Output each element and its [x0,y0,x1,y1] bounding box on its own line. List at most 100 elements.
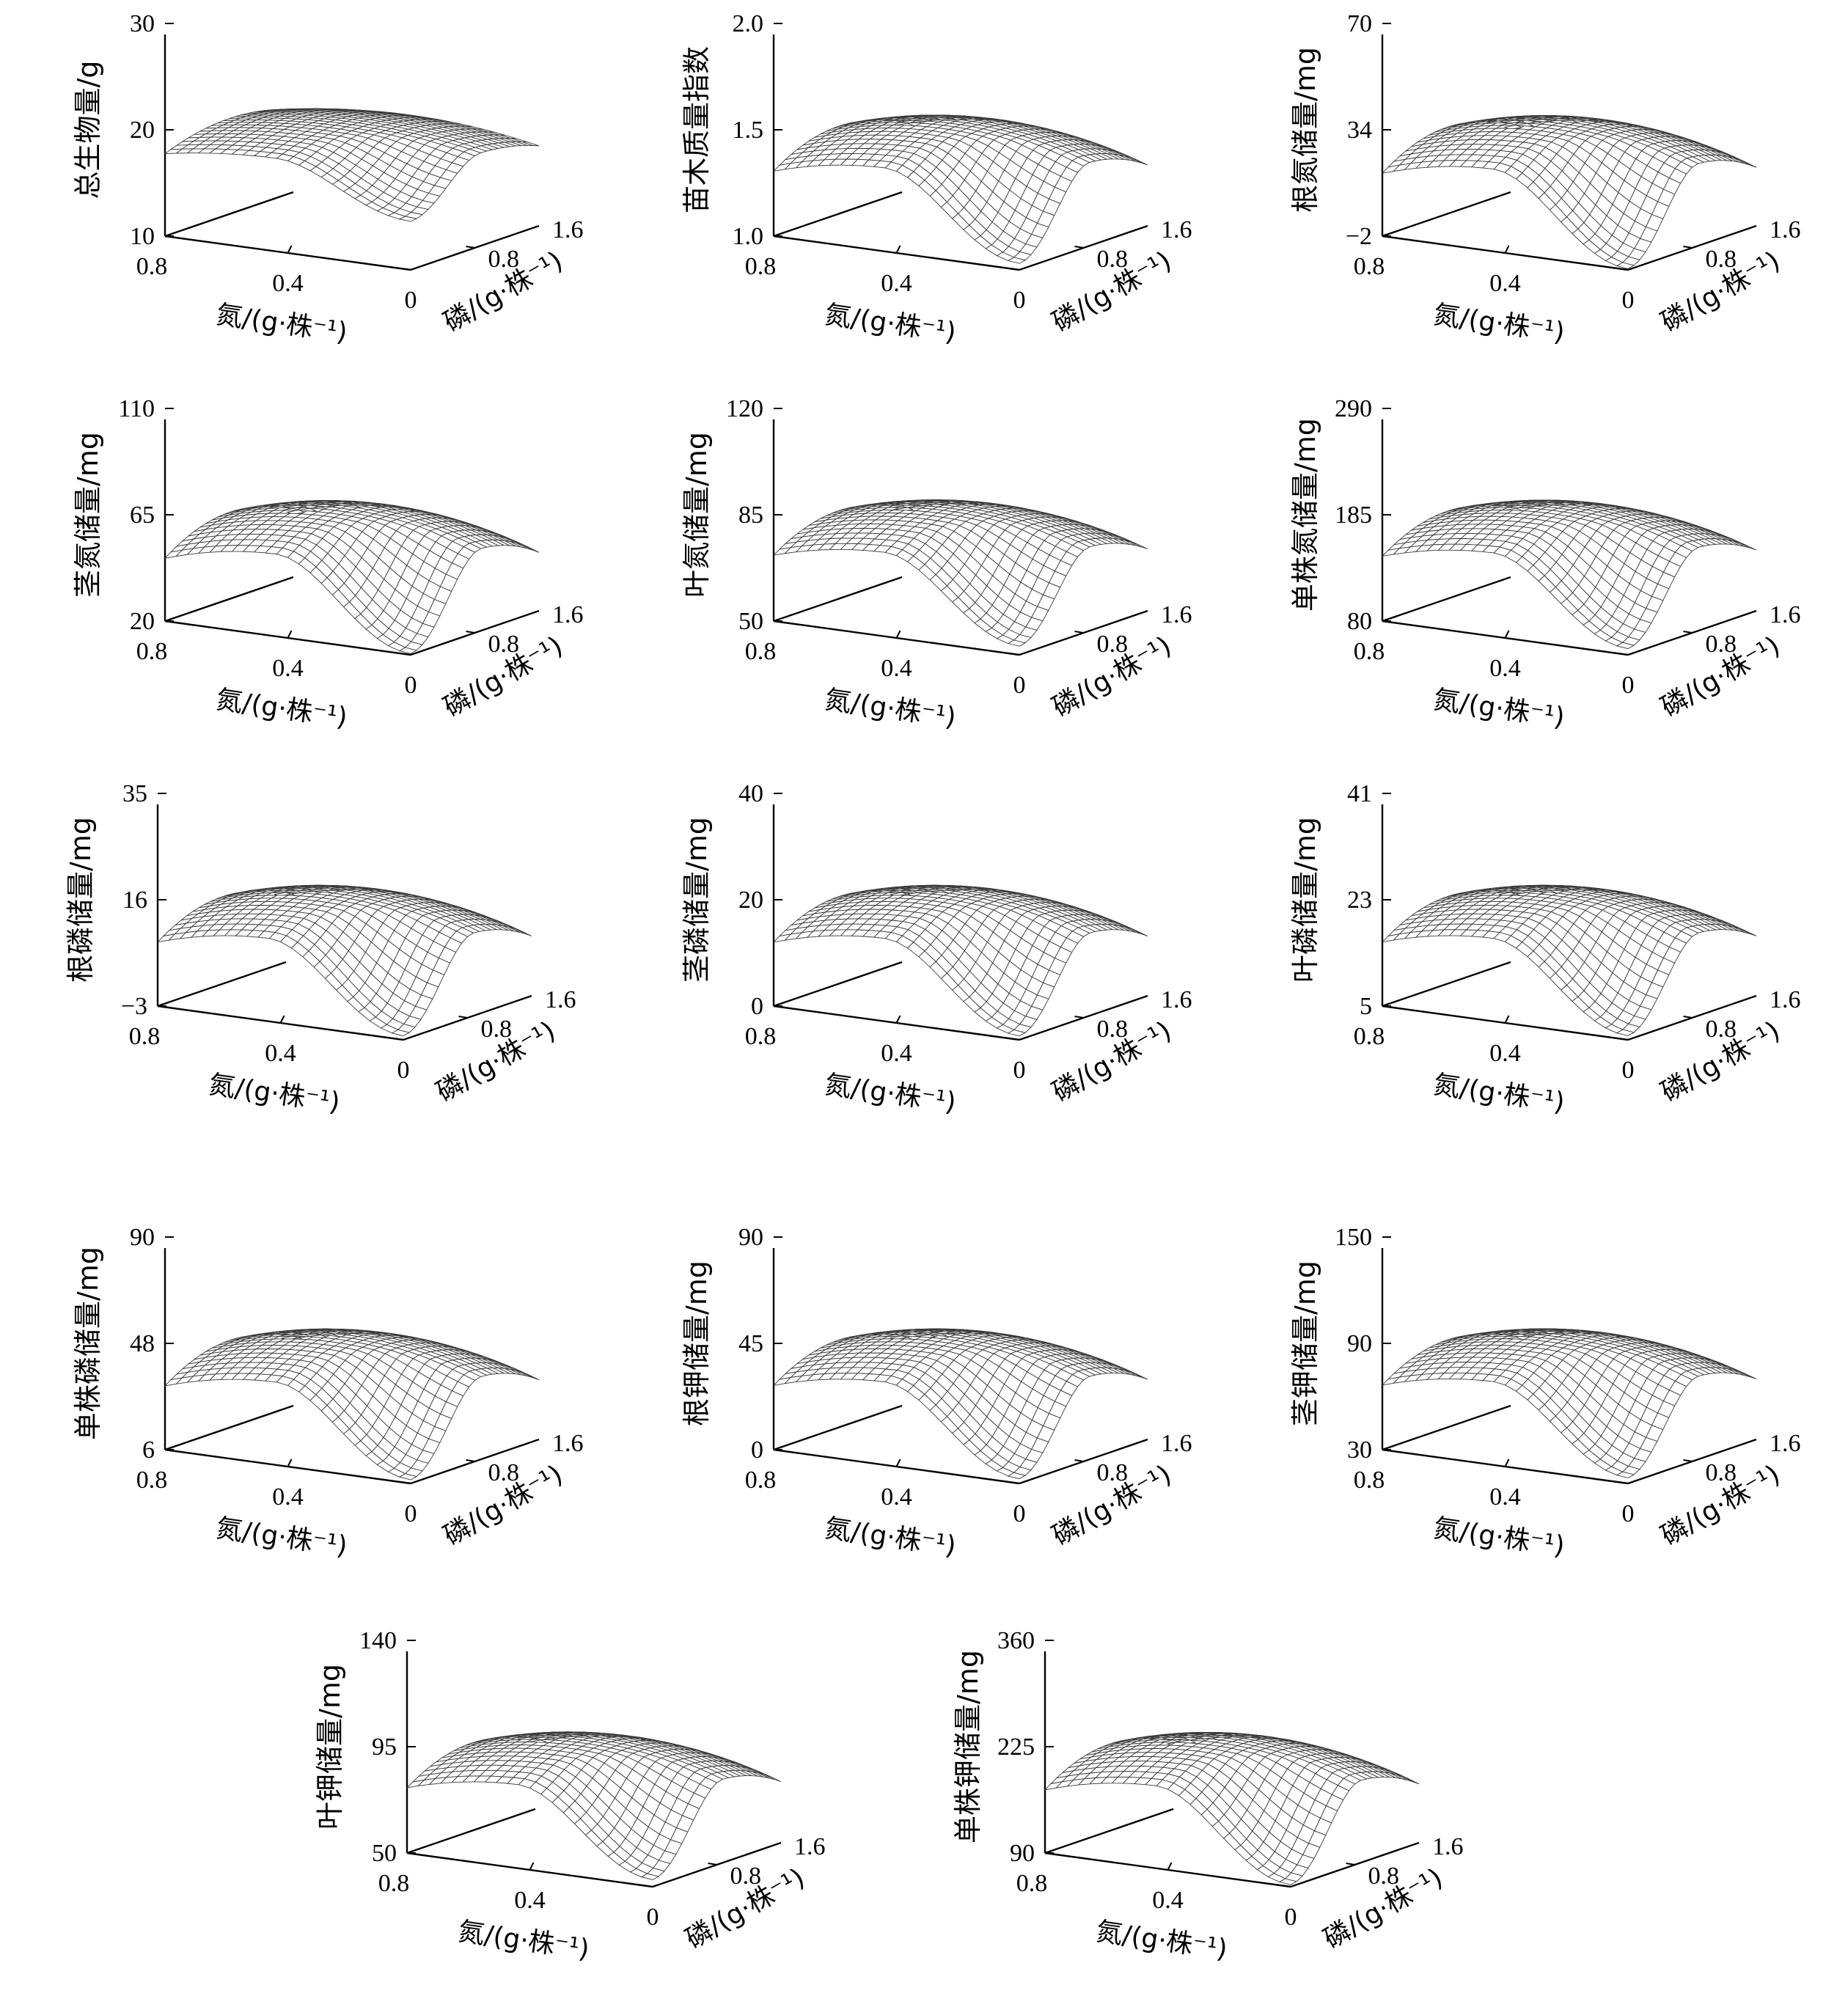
x-tick-mark [895,630,901,639]
surface-panel-6: 80 185 290 0.8 0.4 0 0.8 1.6 单株氮储量/mg 氮/(g·株⁻¹) 磷/… [1247,392,1819,759]
z-axis-label: 单株氮储量/mg [1289,418,1321,612]
y-tick-label: 1.6 [545,986,576,1013]
y-tick-mark [466,631,475,634]
back-floor-line [1382,191,1511,238]
x-tick-mark [287,245,293,254]
surface-panel-8: 0 20 40 0.8 0.4 0 0.8 1.6 茎磷储量/mg 氮/(g·株⁻¹) 磷/(g·株… [638,777,1210,1144]
x-tick-label: 0.4 [1489,270,1521,297]
surface-cell [1381,933,1401,943]
surface-panel-10: 6 48 90 0.8 0.4 0 0.8 1.6 单株磷储量/mg 氮/(g·株⁻¹) 磷/(g·… [29,1221,601,1588]
surface-mesh [1381,499,1757,650]
y-tick-label: 0.8 [1097,246,1129,273]
z-tick-label: 1.5 [733,117,764,144]
z-axis-label: 叶氮储量/mg [681,432,713,598]
x-tick-label: 0.8 [129,1023,161,1050]
surface-cell [1130,157,1148,166]
x-tick-label: 0.8 [136,1467,168,1494]
back-floor-line [1382,961,1511,1008]
x-tick-label: 0.8 [745,1023,777,1050]
surface-cell [1007,1030,1027,1037]
surface-cell [1381,548,1401,557]
back-floor-line [773,576,903,623]
surface-cell [521,1372,540,1381]
x-tick-label: 0 [1622,287,1635,314]
surface-panel-3: −2 34 70 0.8 0.4 0 0.8 1.6 根氮储量/mg 氮/(g·株⁻¹) 磷/(g·… [1247,7,1819,374]
x-tick-label: 0.8 [1354,253,1385,280]
y-tick-mark [458,1016,468,1019]
z-tick-label: 0 [751,993,763,1020]
z-tick-label: 35 [122,780,147,807]
x-axis-label: 氮/(g·株⁻¹) [214,300,349,348]
x-tick-label: 0.8 [1354,638,1385,665]
z-tick-label: 70 [1347,10,1372,37]
surface-mesh [164,1328,540,1481]
x-tick-label: 0.8 [745,638,777,665]
x-axis-label: 氮/(g·株⁻¹) [214,685,349,733]
z-tick-label: 290 [1335,395,1372,422]
z-axis-label: 根磷储量/mg [65,817,97,983]
surface-cell [1381,164,1401,174]
z-tick-label: 80 [1347,608,1372,635]
x-tick-label: 0 [1622,672,1635,699]
x-tick-label: 0.4 [881,655,912,682]
surface-panel-9: 5 23 41 0.8 0.4 0 0.8 1.6 叶磷储量/mg 氮/(g·株⁻¹) 磷/(g·株… [1247,777,1819,1144]
surface-cell [514,928,532,936]
surface-cell [1130,541,1148,550]
z-tick-label: 34 [1347,117,1372,144]
y-tick-label: 0.8 [1097,631,1129,658]
z-tick-label: 40 [738,780,763,807]
surface-cell [1616,1029,1635,1036]
x-tick-label: 0 [405,287,417,314]
back-floor-line [773,191,903,238]
surface-cell [1007,257,1027,264]
z-axis-label: 茎氮储量/mg [72,432,104,598]
x-axis-label: 氮/(g·株⁻¹) [207,1070,342,1118]
surface-cell [1616,262,1635,269]
z-tick-label: 2.0 [733,10,764,37]
surface-cell [391,1029,411,1037]
z-tick-label: 120 [726,395,763,422]
z-tick-label: 48 [130,1330,155,1357]
z-axis-label: 总生物量/g [72,61,104,199]
surface-panel-4: 20 65 110 0.8 0.4 0 0.8 1.6 茎氮储量/mg 氮/(g·株⁻¹) 磷/(g… [29,392,601,759]
back-floor-line [164,1404,294,1451]
back-floor-line [164,191,294,238]
surface-panel-2: 1.0 1.5 2.0 0.8 0.4 0 0.8 1.6 苗木质量指数 氮/(g·株⁻¹) 磷/(… [638,7,1210,374]
x-axis-label: 氮/(g·株⁻¹) [1431,300,1566,348]
x-tick-label: 0.8 [136,253,168,280]
surface-mesh [772,884,1148,1037]
y-tick-label: 1.6 [1161,986,1192,1013]
surface-mesh [772,499,1148,647]
y-tick-mark [1074,246,1084,249]
z-tick-label: 185 [1335,502,1372,529]
y-tick-label: 0.8 [488,631,520,658]
z-tick-label: 1.0 [733,223,764,250]
x-tick-label: 0.8 [745,253,777,280]
y-tick-label: 1.6 [1770,986,1801,1013]
surface-cell [164,148,183,155]
x-tick-label: 0.4 [265,1040,296,1067]
surface-cell [1130,928,1148,937]
y-tick-label: 0.8 [488,1459,520,1486]
x-tick-mark [1504,630,1510,639]
surface-mesh [156,884,532,1037]
back-floor-line [773,961,903,1008]
y-tick-mark [1683,246,1693,249]
surface-cell [156,933,176,943]
surface-cell [772,163,792,172]
y-tick-mark [1074,631,1084,634]
z-tick-label: 65 [130,502,155,529]
surface-cell [1739,928,1757,936]
x-tick-mark [287,630,293,639]
y-tick-label: 1.6 [552,216,584,243]
surface-cell [772,933,792,943]
z-tick-label: 5 [1360,993,1372,1020]
x-axis-label: 氮/(g·株⁻¹) [823,685,958,733]
y-tick-mark [466,246,475,249]
surface-mesh [164,108,540,222]
